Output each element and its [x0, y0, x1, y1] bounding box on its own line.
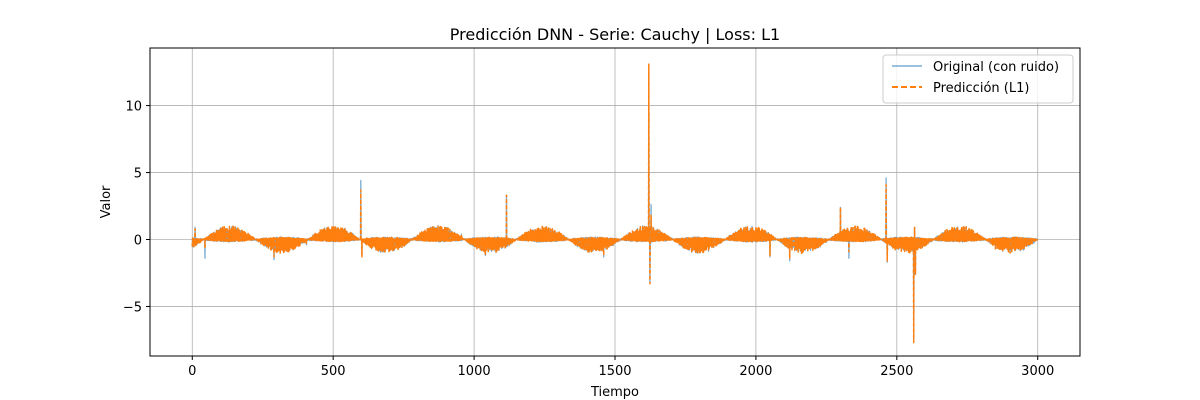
x-tick-label: 1000 [458, 364, 491, 379]
series-line-prediction [191, 63, 1039, 344]
x-tick-label: 3000 [1021, 364, 1054, 379]
x-tick-label: 2500 [880, 364, 913, 379]
x-tick-label: 0 [188, 364, 196, 379]
y-axis-label: Valor [99, 185, 114, 218]
y-tick-label: −5 [123, 300, 142, 315]
y-tick-label: 0 [134, 233, 142, 248]
legend-box [882, 54, 1074, 104]
legend-label-prediction: Predicción (L1) [933, 81, 1029, 96]
legend: Original (con ruido) Predicción (L1) [882, 54, 1074, 104]
legend-label-original: Original (con ruido) [933, 60, 1059, 75]
x-axis-label: Tiempo [590, 385, 639, 400]
chart-title: Predicción DNN - Serie: Cauchy | Loss: L… [450, 25, 780, 44]
x-tick-label: 2000 [739, 364, 772, 379]
x-tick-label: 500 [321, 364, 346, 379]
y-tick-label: 10 [125, 100, 142, 115]
y-tick-label: 5 [134, 167, 142, 182]
x-tick-label: 1500 [598, 364, 631, 379]
plot-area [191, 63, 1039, 344]
ticks: 0 500 1000 1500 2000 2500 3000 −5 0 5 10 [123, 100, 1054, 379]
